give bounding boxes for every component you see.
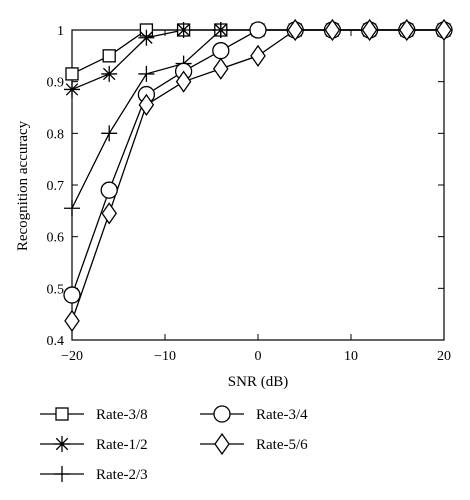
legend-label: Rate-1/2 [96, 437, 148, 453]
data-point-rate-3-4 [212, 42, 230, 60]
data-point-rate-5-6 [399, 18, 415, 42]
x-axis-title: SNR (dB) [228, 374, 288, 390]
diamond-marker-shape [175, 70, 192, 93]
circle-marker-shape [63, 286, 81, 304]
circle-marker-shape [213, 405, 231, 423]
data-point-rate-5-6 [64, 309, 80, 333]
plus-marker-shape [64, 200, 80, 217]
legend-item-rate-3-8: Rate-3/8 [40, 407, 148, 423]
data-point-rate-2-3 [64, 200, 80, 217]
diamond-marker-shape [213, 57, 229, 80]
y-tick-label: 0.9 [47, 76, 65, 91]
legend-item-rate-3-4: Rate-3/4 [200, 405, 308, 423]
legend-item-rate-1-2: Rate-1/2 [40, 436, 148, 453]
asterisk-marker-shape [138, 29, 155, 46]
data-point-rate-3-4 [100, 181, 118, 199]
x-tick-label: 20 [437, 349, 451, 364]
square-marker-shape [65, 67, 79, 81]
data-point-rate-3-8 [65, 67, 79, 81]
y-tick-label: 0.4 [47, 334, 65, 349]
data-point-rate-1-2 [101, 65, 118, 82]
x-tick-label: 0 [255, 349, 262, 364]
data-point-rate-2-3 [138, 65, 155, 82]
circle-marker-shape [212, 42, 230, 60]
y-tick-label: 0.7 [47, 179, 65, 194]
y-tick-label: 0.6 [47, 231, 65, 246]
asterisk-marker-shape [175, 22, 192, 38]
diamond-marker-shape [138, 93, 155, 117]
data-point-rate-3-4 [63, 286, 81, 304]
x-tick-label: −10 [154, 349, 176, 364]
data-point-rate-5-6 [175, 70, 192, 93]
diamond-marker-shape [436, 18, 452, 42]
y-axis-title: Recognition accuracy [15, 120, 31, 251]
x-tick-label: 10 [344, 349, 358, 364]
legend-item-rate-2-3: Rate-2/3 [40, 466, 148, 483]
data-point-rate-3-4 [249, 21, 267, 39]
data-point-rate-2-3 [212, 22, 229, 38]
data-point-rate-5-6 [436, 18, 452, 42]
legend-label: Rate-5/6 [256, 437, 308, 453]
data-point-rate-5-6 [138, 93, 155, 117]
diamond-marker-shape [64, 309, 80, 333]
data-point-rate-5-6 [101, 202, 117, 225]
asterisk-marker-shape [101, 65, 118, 82]
series-line-rate-3-4 [71, 29, 444, 296]
y-tick-label: 0.8 [47, 127, 65, 142]
legend-label: Rate-2/3 [96, 467, 148, 483]
diamond-marker-shape [214, 432, 230, 456]
plot-frame [71, 29, 445, 341]
legend-label: Rate-3/8 [96, 407, 148, 423]
x-tick-label: −20 [61, 349, 83, 364]
data-point-rate-2-3 [101, 125, 118, 142]
circle-marker-shape [100, 181, 118, 199]
legend-marker [54, 436, 70, 452]
diamond-marker-shape [287, 18, 303, 42]
legend-item-rate-5-6: Rate-5/6 [200, 432, 308, 456]
diamond-marker-shape [361, 18, 378, 42]
data-point-rate-5-6 [287, 18, 303, 42]
plot-area: −20 −10 0 10 20 0.4 0.5 0.6 0.7 0.8 0.9 1 [47, 18, 453, 364]
data-point-rate-5-6 [213, 57, 229, 80]
legend-marker [55, 407, 69, 421]
series-line-rate-5-6 [71, 29, 444, 322]
diamond-marker-shape [101, 202, 117, 225]
asterisk-marker-shape [54, 436, 70, 452]
plus-marker-shape [138, 65, 155, 82]
data-point-rate-1-2 [64, 81, 80, 98]
legend: Rate-3/8 Rate-1/2 Rate-2/3 Rate-3/4 Rate-5/6 [40, 405, 308, 483]
diamond-marker-shape [399, 18, 415, 42]
data-point-rate-5-6 [250, 44, 266, 67]
square-marker-shape [102, 49, 116, 63]
plus-marker-shape [54, 466, 70, 482]
square-marker-shape [55, 407, 69, 421]
asterisk-marker-shape [64, 81, 80, 98]
y-tick-label: 1 [57, 24, 64, 39]
plus-marker-shape [101, 125, 118, 142]
legend-marker [54, 466, 70, 482]
y-tick-label: 0.5 [47, 282, 65, 297]
circle-marker-shape [249, 21, 267, 39]
diamond-marker-shape [324, 18, 341, 42]
data-point-rate-3-8 [102, 49, 116, 63]
legend-label: Rate-3/4 [256, 407, 308, 423]
data-point-rate-5-6 [324, 18, 341, 42]
data-point-rate-1-2 [138, 29, 155, 46]
legend-marker [214, 432, 230, 456]
data-point-rate-1-2 [175, 22, 192, 38]
legend-marker [213, 405, 231, 423]
diamond-marker-shape [250, 44, 266, 67]
data-point-rate-5-6 [361, 18, 378, 42]
plus-marker-shape [212, 22, 229, 38]
